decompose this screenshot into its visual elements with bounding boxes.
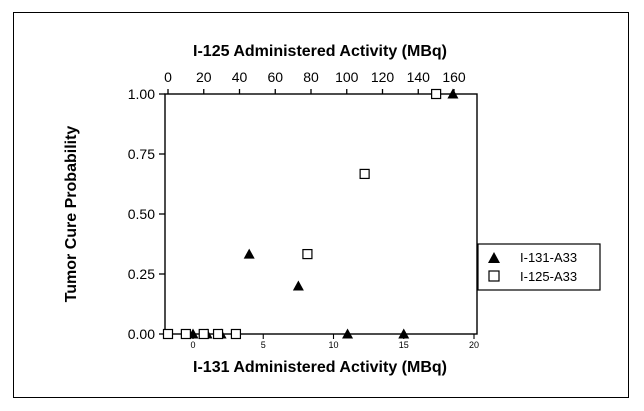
top-tick-label: 160 bbox=[442, 69, 466, 85]
points-layer bbox=[162, 88, 459, 340]
legend-box bbox=[477, 243, 601, 291]
top-tick-label: 40 bbox=[232, 69, 248, 85]
top-tick-label: 80 bbox=[303, 69, 319, 85]
data-point-i125-a33 bbox=[359, 168, 370, 180]
data-point-i131-a33 bbox=[292, 280, 304, 291]
bottom-tick-label: 10 bbox=[328, 340, 338, 350]
top-tick-label: 20 bbox=[196, 69, 212, 85]
data-point-i125-a33 bbox=[180, 328, 191, 340]
legend-label-i125: I-125-A33 bbox=[520, 269, 577, 284]
legend: I-131-A33 I-125-A33 bbox=[477, 243, 601, 291]
data-point-i125-a33 bbox=[230, 328, 242, 340]
bottom-tick-label: 0 bbox=[190, 340, 195, 350]
data-point-i125-a33 bbox=[302, 248, 313, 260]
plot-area bbox=[164, 93, 478, 335]
top-tick-label: 120 bbox=[371, 69, 395, 85]
top-tick-label: 0 bbox=[164, 69, 172, 85]
bottom-tick-label: 5 bbox=[261, 340, 266, 350]
top-tick-label: 140 bbox=[407, 69, 431, 85]
data-point-i131-a33 bbox=[398, 328, 410, 339]
legend-marker-i131 bbox=[488, 252, 500, 263]
left-tick-label: 0.50 bbox=[128, 206, 155, 222]
left-tick-label: 1.00 bbox=[128, 86, 155, 102]
bottom-axis-title: I-131 Administered Activity (MBq) bbox=[193, 359, 447, 376]
top-tick-label: 60 bbox=[267, 69, 283, 85]
legend-label-i131: I-131-A33 bbox=[520, 250, 577, 265]
data-point-i131-a33 bbox=[342, 328, 354, 339]
data-point-i125-a33 bbox=[212, 328, 224, 340]
bottom-tick-label: 15 bbox=[399, 340, 409, 350]
left-tick-label: 0.25 bbox=[128, 266, 155, 282]
data-point-i125-a33 bbox=[198, 328, 209, 340]
data-point-i131-a33 bbox=[447, 88, 459, 99]
data-point-i125-a33 bbox=[431, 88, 442, 100]
left-axis-title: Tumor Cure Probability bbox=[63, 126, 80, 303]
data-point-i131-a33 bbox=[243, 248, 255, 259]
left-tick-label: 0.75 bbox=[128, 146, 155, 162]
data-point-i125-a33 bbox=[162, 328, 174, 340]
legend-marker-i125 bbox=[488, 270, 500, 282]
left-tick-label: 0.00 bbox=[128, 326, 155, 342]
bottom-tick-label: 20 bbox=[469, 340, 479, 350]
top-axis-title: I-125 Administered Activity (MBq) bbox=[193, 43, 447, 60]
top-tick-label: 100 bbox=[335, 69, 359, 85]
ticks-layer: 0.000.250.500.751.000 20 40 60 80 100 120 140 16… bbox=[128, 69, 479, 350]
